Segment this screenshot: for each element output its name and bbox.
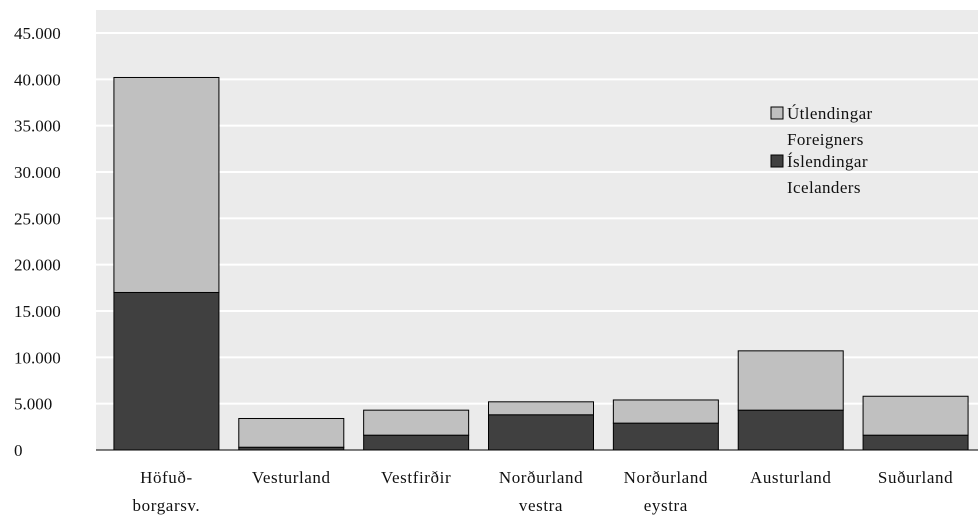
legend-label-icelanders: Íslendingar Icelanders bbox=[787, 152, 868, 197]
x-category-label-line: borgarsv. bbox=[133, 496, 201, 515]
legend-label-line: Foreigners bbox=[787, 130, 864, 149]
bar-icelanders bbox=[363, 434, 470, 451]
legend-label-foreigners: Útlendingar Foreigners bbox=[787, 104, 873, 149]
x-category-label-line: Höfuð- bbox=[140, 468, 193, 487]
plot-area bbox=[96, 10, 978, 450]
x-category-label-line: Vestfirðir bbox=[381, 468, 451, 487]
bar-foreigners bbox=[363, 409, 470, 436]
bar-icelanders bbox=[737, 409, 844, 451]
x-category-label-line: Norðurland bbox=[624, 468, 708, 487]
y-tick-label: 30.000 bbox=[14, 163, 61, 182]
x-category-label: Norðurland eystra bbox=[624, 468, 708, 515]
x-category-label: Suðurland bbox=[878, 468, 953, 487]
legend-swatch-foreigners bbox=[770, 106, 784, 120]
x-category-label-line: Norðurland bbox=[499, 468, 583, 487]
x-category-label-line: Suðurland bbox=[878, 468, 953, 487]
x-category-label: Vesturland bbox=[252, 468, 331, 487]
x-category-label-line: eystra bbox=[644, 496, 688, 515]
bar-icelanders bbox=[488, 414, 594, 451]
y-tick-label: 45.000 bbox=[14, 24, 61, 43]
x-category-label-line: vestra bbox=[519, 496, 563, 515]
bar-foreigners bbox=[238, 417, 345, 448]
y-tick-label: 15.000 bbox=[14, 302, 61, 321]
y-tick-label: 40.000 bbox=[14, 70, 61, 89]
y-tick-label: 10.000 bbox=[14, 348, 61, 367]
bar-icelanders bbox=[113, 291, 220, 451]
bar-foreigners bbox=[113, 76, 220, 293]
x-category-label: Norðurland vestra bbox=[499, 468, 583, 515]
y-tick-label: 25.000 bbox=[14, 209, 61, 228]
bar-icelanders bbox=[862, 434, 969, 451]
bar-foreigners bbox=[612, 399, 719, 424]
x-category-label: Höfuð-borgarsv. bbox=[133, 468, 201, 515]
y-tick-label: 0 bbox=[14, 441, 23, 460]
bar-icelanders bbox=[612, 422, 719, 451]
x-category-label-line: Vesturland bbox=[252, 468, 331, 487]
legend-label-line: Útlendingar bbox=[787, 104, 873, 123]
x-category-label: Vestfirðir bbox=[381, 468, 451, 487]
legend-label-line: Icelanders bbox=[787, 178, 861, 197]
x-category-label-line: Austurland bbox=[750, 468, 832, 487]
bar-foreigners bbox=[862, 395, 969, 436]
x-category-label: Austurland bbox=[750, 468, 832, 487]
legend-swatch-icelanders bbox=[770, 154, 784, 168]
y-tick-label: 5.000 bbox=[14, 395, 52, 414]
y-tick-label: 35.000 bbox=[14, 117, 61, 136]
bar-foreigners bbox=[737, 350, 844, 411]
bar-foreigners bbox=[488, 401, 594, 416]
legend-label-line: Íslendingar bbox=[787, 152, 868, 171]
y-tick-label: 20.000 bbox=[14, 256, 61, 275]
